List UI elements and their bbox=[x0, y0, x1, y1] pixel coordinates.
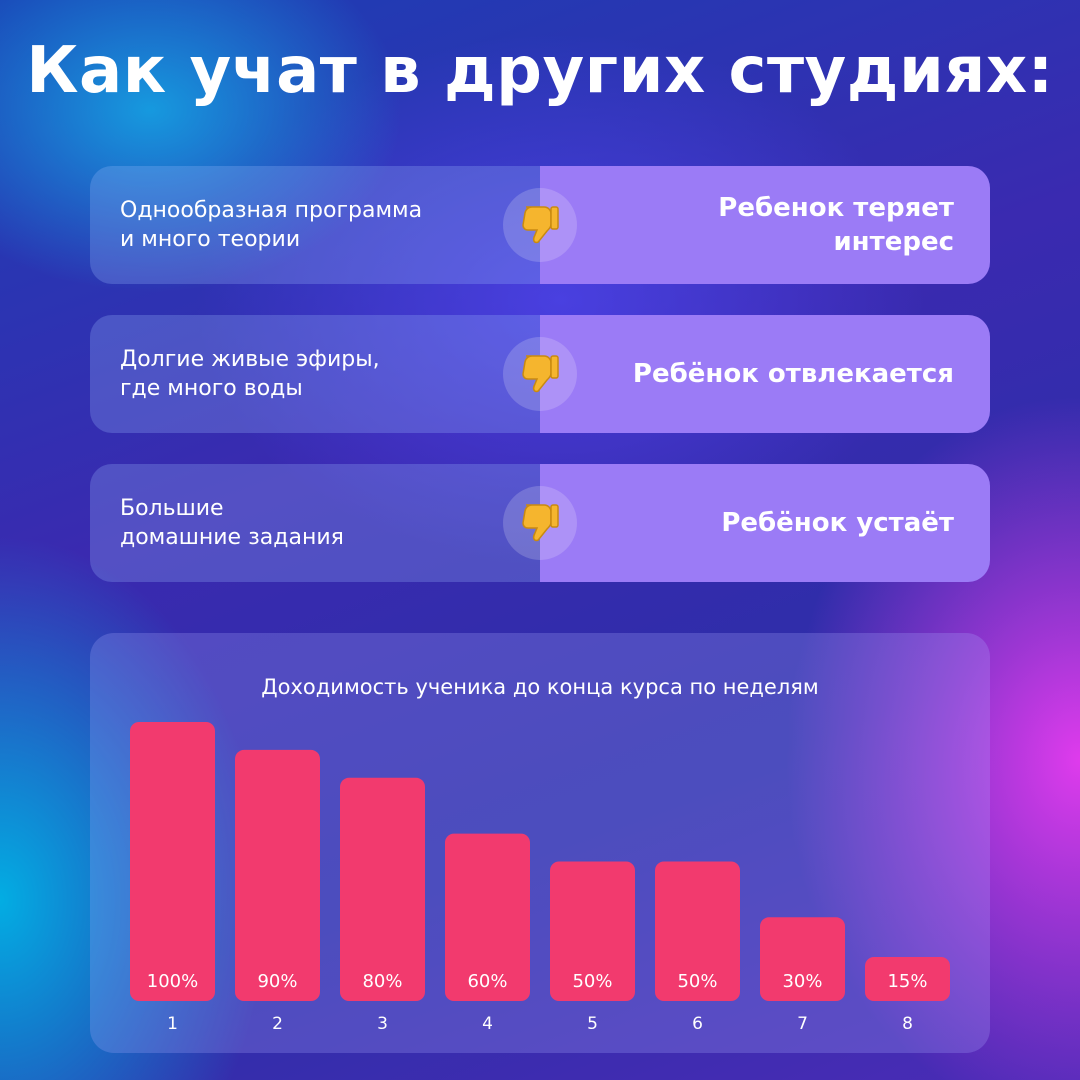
chart-card: Доходимость ученика до конца курса по не… bbox=[90, 633, 990, 1053]
bar-week-4 bbox=[445, 833, 530, 1001]
comparison-row-1: Однообразная программа и много теории Ре… bbox=[90, 166, 990, 284]
bar-week-2 bbox=[235, 749, 320, 1001]
row-result-text: Ребёнок устаёт bbox=[721, 508, 954, 538]
bar-value-label: 80% bbox=[362, 971, 402, 992]
row-result-panel bbox=[540, 166, 990, 284]
x-tick-label: 2 bbox=[272, 1014, 283, 1034]
bar-chart: 100% 1 90% 2 80% 3 60% 4 50% 5 50% 6 30% 7 15% 8 bbox=[130, 722, 950, 1034]
chart-title: Доходимость ученика до конца курса по не… bbox=[261, 675, 819, 699]
bar-week-7 bbox=[760, 917, 845, 1001]
bar-week-5 bbox=[550, 861, 635, 1001]
thumbs-down-icon bbox=[522, 206, 559, 244]
bar-value-label: 50% bbox=[572, 971, 612, 992]
bar-week-8 bbox=[865, 957, 950, 1001]
row-problem-text: Долгие живые эфиры, где много воды bbox=[120, 347, 380, 401]
bar-value-label: 30% bbox=[782, 971, 822, 992]
thumbs-down-icon-badge bbox=[503, 337, 577, 411]
thumbs-down-icon-badge bbox=[503, 188, 577, 262]
x-tick-label: 7 bbox=[797, 1014, 808, 1034]
row-problem-text: Большие домашние задания bbox=[120, 496, 344, 550]
bar-week-6 bbox=[655, 861, 740, 1001]
thumbs-down-icon bbox=[522, 355, 559, 393]
page-title: Как учат в других студиях: bbox=[26, 34, 1054, 108]
thumbs-down-icon-badge bbox=[503, 486, 577, 560]
row-problem-panel bbox=[90, 315, 540, 433]
row-result-panel bbox=[540, 464, 990, 582]
x-tick-label: 8 bbox=[902, 1014, 913, 1034]
row-problem-panel bbox=[90, 166, 540, 284]
bar-value-label: 50% bbox=[677, 971, 717, 992]
bar-value-label: 60% bbox=[467, 971, 507, 992]
x-tick-label: 6 bbox=[692, 1014, 703, 1034]
thumbs-down-icon bbox=[522, 504, 559, 542]
bar-value-label: 15% bbox=[887, 971, 927, 992]
x-tick-label: 3 bbox=[377, 1014, 388, 1034]
bar-value-label: 100% bbox=[147, 971, 198, 992]
row-result-text: Ребёнок отвлекается bbox=[632, 359, 954, 389]
row-problem-panel bbox=[90, 464, 540, 582]
bar-week-3 bbox=[340, 777, 425, 1001]
comparison-row-3: Большие домашние задания Ребёнок устаёт bbox=[90, 464, 990, 582]
row-problem-text: Однообразная программа и много теории bbox=[120, 198, 423, 252]
x-tick-label: 5 bbox=[587, 1014, 598, 1034]
comparison-row-2: Долгие живые эфиры, где много воды Ребён… bbox=[90, 315, 990, 433]
bar-week-1 bbox=[130, 722, 215, 1001]
x-tick-label: 1 bbox=[167, 1014, 178, 1034]
row-result-panel bbox=[540, 315, 990, 433]
x-tick-label: 4 bbox=[482, 1014, 493, 1034]
row-result-text: Ребенок теряет интерес bbox=[718, 193, 954, 257]
bar-value-label: 90% bbox=[257, 971, 297, 992]
